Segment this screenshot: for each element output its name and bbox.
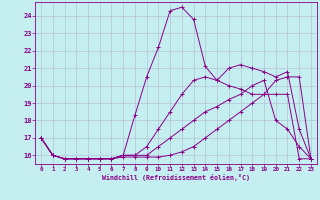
X-axis label: Windchill (Refroidissement éolien,°C): Windchill (Refroidissement éolien,°C) — [102, 174, 250, 181]
